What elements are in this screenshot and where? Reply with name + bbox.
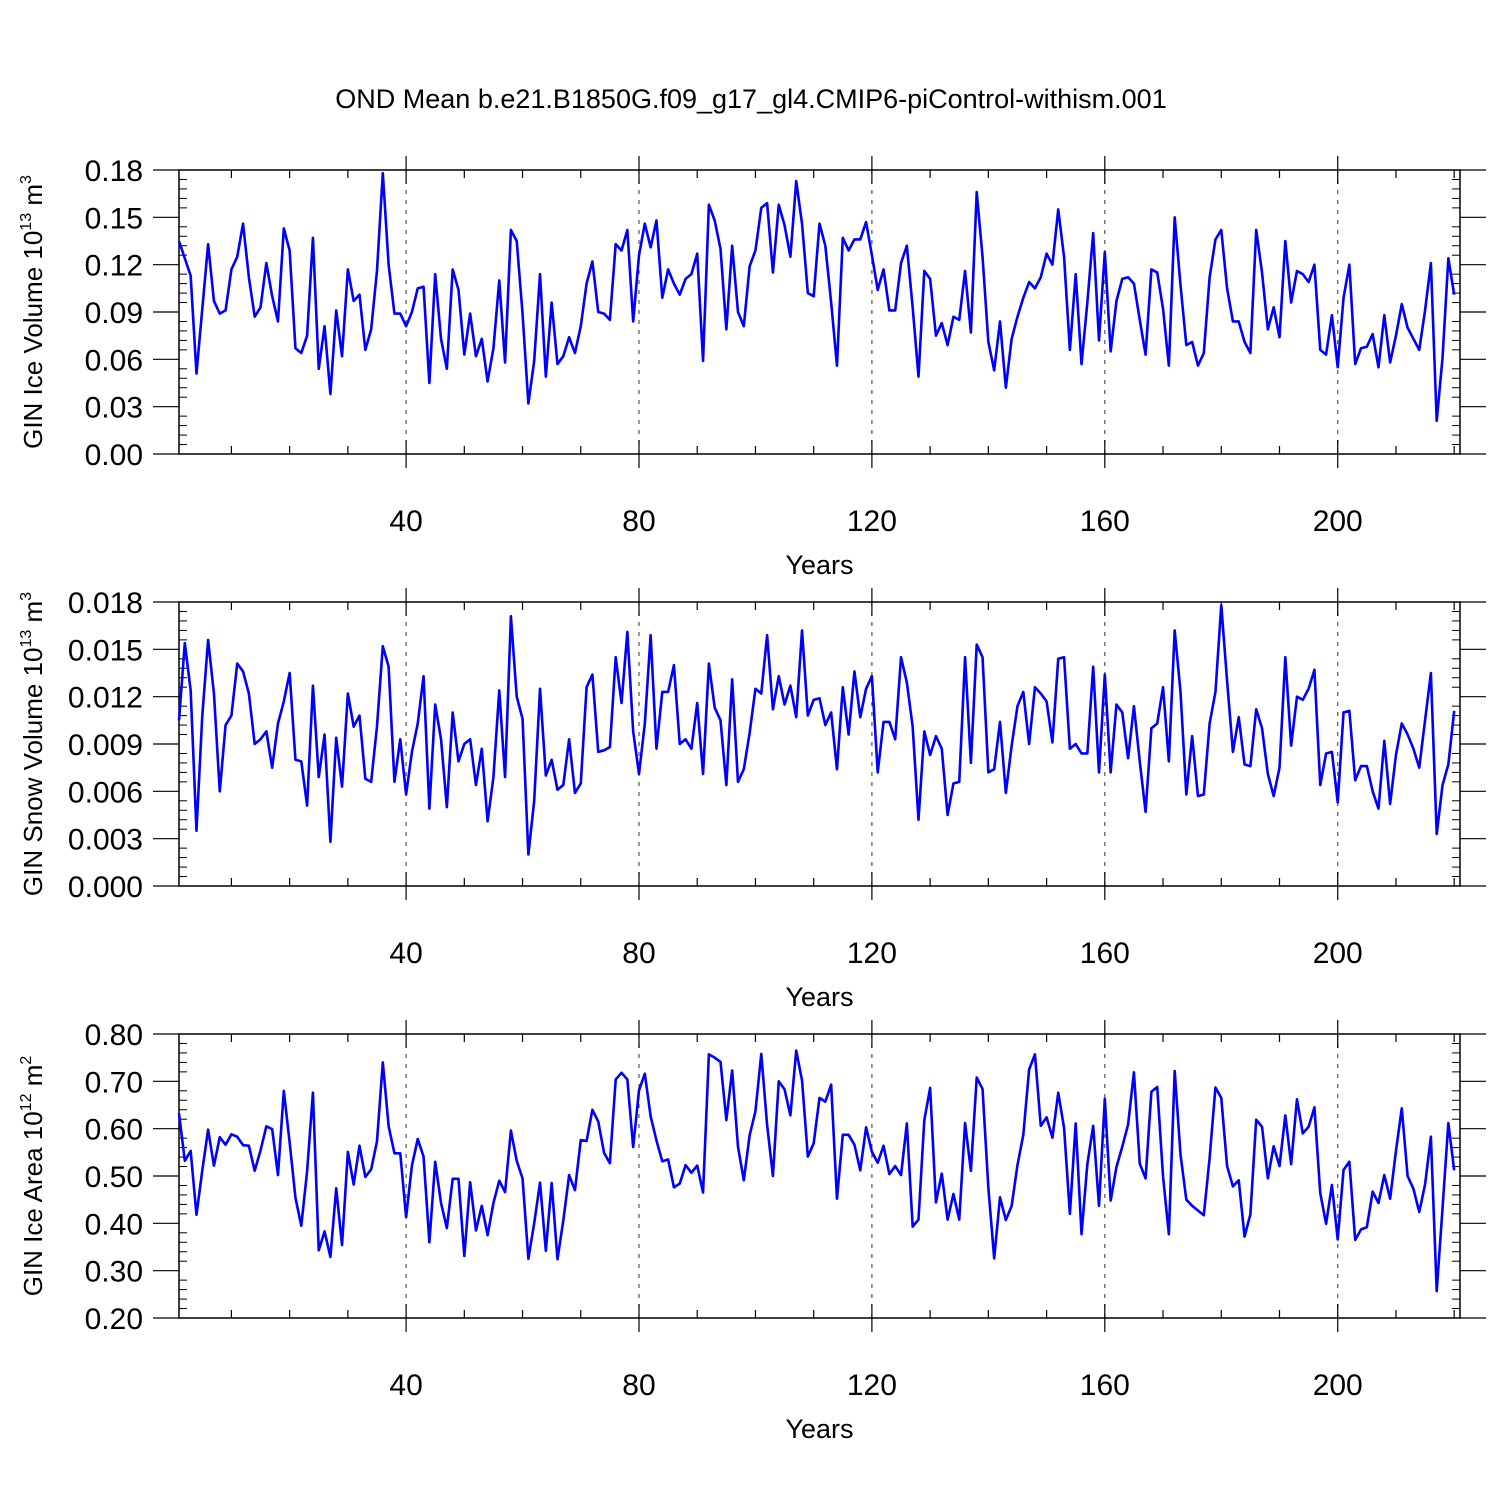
figure-title: OND Mean b.e21.B1850G.f09_g17_gl4.CMIP6-… [335, 84, 1166, 114]
x-tick-label: 200 [1313, 937, 1363, 970]
x-tick-label: 200 [1313, 1369, 1363, 1402]
y-tick-label: 0.012 [68, 682, 143, 715]
panel-3: 0.20 0.30 0.40 0.50 0.60 0.70 0.80 40 80 120 160 20… [18, 1019, 1486, 1444]
y-tick-label: 0.80 [85, 1019, 143, 1052]
y-axis-label: GIN Ice Area 1012 m2 [18, 1056, 48, 1297]
x-tick-label: 120 [847, 505, 897, 538]
y-tick-label: 0.60 [85, 1114, 143, 1147]
y-tick-label: 0.20 [85, 1303, 143, 1336]
x-tick-label: 200 [1313, 505, 1363, 538]
x-tick-label: 80 [622, 1369, 655, 1402]
y-tick-label: 0.06 [85, 344, 143, 377]
y-tick-label: 0.12 [85, 250, 143, 283]
plot-frame [178, 601, 1461, 887]
x-tick-label: 80 [622, 937, 655, 970]
y-tick-label: 0.09 [85, 297, 143, 330]
x-tick-label: 120 [847, 1369, 897, 1402]
x-axis-label: Years [785, 982, 853, 1012]
x-tick-label: 160 [1080, 505, 1130, 538]
y-tick-label: 0.018 [68, 587, 143, 620]
y-tick-label: 0.50 [85, 1161, 143, 1194]
y-tick-label: 0.00 [85, 439, 143, 472]
y-tick-label: 0.015 [68, 634, 143, 667]
x-tick-label: 80 [622, 505, 655, 538]
panel-2: 0.000 0.003 0.006 0.009 0.012 0.015 0.018 40 80 1… [18, 587, 1486, 1012]
y-tick-label: 0.40 [85, 1208, 143, 1241]
y-tick-label: 0.006 [68, 776, 143, 809]
x-tick-label: 160 [1080, 937, 1130, 970]
y-tick-label: 0.15 [85, 202, 143, 235]
series-line-3 [177, 1049, 1456, 1293]
y-tick-label: 0.009 [68, 729, 143, 762]
y-tick-label: 0.30 [85, 1256, 143, 1289]
y-tick-label: 0.003 [68, 824, 143, 857]
x-tick-label: 40 [389, 505, 422, 538]
series-line-1 [177, 171, 1456, 423]
x-tick-label: 120 [847, 937, 897, 970]
x-axis-label: Years [785, 550, 853, 580]
y-axis-label: GIN Snow Volume 1013 m3 [18, 592, 48, 896]
x-tick-label: 160 [1080, 1369, 1130, 1402]
x-axis-label: Years [785, 1414, 853, 1444]
y-tick-label: 0.000 [68, 871, 143, 904]
y-tick-label: 0.03 [85, 392, 143, 425]
x-tick-label: 40 [389, 1369, 422, 1402]
y-tick-label: 0.18 [85, 155, 143, 188]
y-tick-label: 0.70 [85, 1066, 143, 1099]
plot-frame [178, 169, 1461, 455]
series-line-2 [177, 603, 1456, 856]
x-tick-label: 40 [389, 937, 422, 970]
y-axis-label: GIN Ice Volume 1013 m3 [18, 175, 48, 449]
panel-1: 0.00 0.03 0.06 0.09 0.12 0.15 0.18 40 80 120 160 20… [18, 155, 1486, 580]
